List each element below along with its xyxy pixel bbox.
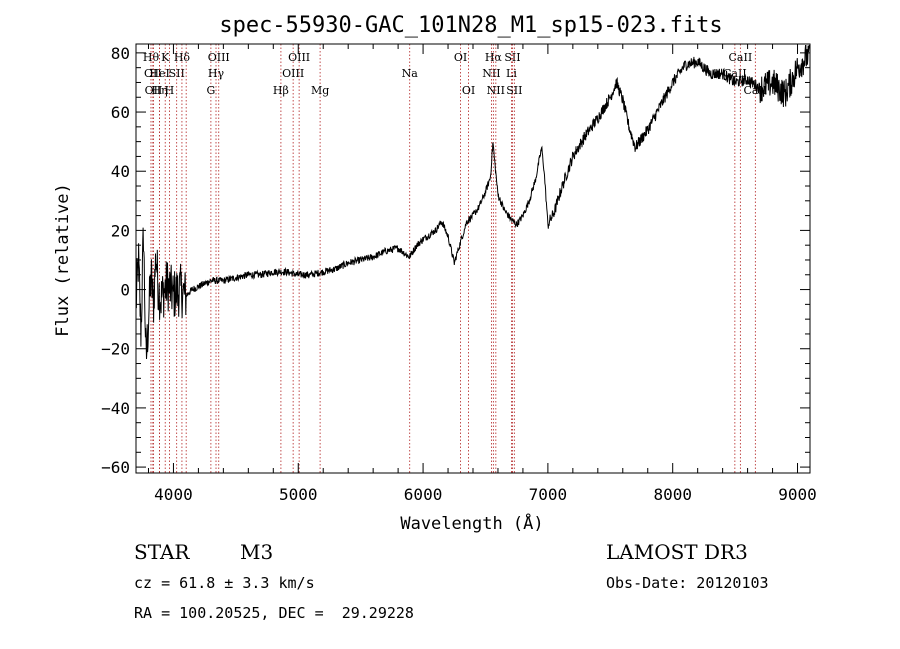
- spectral-line-label-18: OI: [454, 51, 467, 64]
- spectral-line-label-23: SII: [504, 51, 520, 64]
- spectral-line-label-8: Hδ: [174, 51, 191, 64]
- spectral-line-label-22: NII: [487, 84, 505, 97]
- spectral-line-label-17: Na: [402, 67, 419, 80]
- y-tick-label-40: 40: [111, 162, 130, 181]
- x-axis-label: Wavelength (Å): [400, 512, 543, 534]
- redshift-cz: cz = 61.8 ± 3.3 km/s: [134, 574, 315, 592]
- spectral-line-label-24: Li: [506, 67, 517, 80]
- y-axis-label: Flux (relative): [53, 183, 73, 337]
- observation-date: Obs-Date: 20120103: [606, 574, 769, 592]
- spectral-line-label-5: K: [161, 51, 170, 64]
- spectral-line-label-1: OII: [144, 67, 162, 80]
- y-tick-label--60: −60: [101, 458, 130, 477]
- chart-title: spec-55930-GAC_101N28_M1_sp15-023.fits: [219, 13, 722, 38]
- spectral-line-label-15: OIII: [288, 51, 310, 64]
- x-tick-label-6000: 6000: [404, 485, 443, 504]
- spectral-line-markers: HθOIIOIIHeIHηKHSIIHδGHγOIIIHβOIIIOIIIMgN…: [143, 44, 767, 473]
- axes: [135, 43, 811, 474]
- spectral-line-label-16: Mg: [311, 84, 329, 97]
- spectral-line-label-19: OI: [462, 84, 475, 97]
- spectrum-series: [135, 45, 811, 360]
- spectral-line-label-4: Hη: [151, 84, 167, 97]
- x-tick-label-9000: 9000: [778, 485, 817, 504]
- spectral-line-label-25: SII: [506, 84, 522, 97]
- spectral-line-label-10: G: [206, 84, 215, 97]
- spectral-line-label-27: CaII: [729, 51, 753, 64]
- y-tick-label-60: 60: [111, 103, 130, 122]
- y-tick-label-20: 20: [111, 221, 130, 240]
- y-tick-label--40: −40: [101, 399, 130, 418]
- spectral-line-label-14: OIII: [282, 67, 304, 80]
- spectral-line-label-0: Hθ: [143, 51, 160, 64]
- spectral-line-label-6: H: [165, 84, 175, 97]
- spectral-line-label-21: Hα: [485, 51, 503, 64]
- spectral-line-label-2: OII: [145, 84, 163, 97]
- x-tick-label-8000: 8000: [653, 485, 692, 504]
- spectral-line-label-11: Hγ: [208, 67, 225, 80]
- tick-labels: 4000 5000 6000 7000 8000 9000 −60 −40 −20 0 20 40 60…: [101, 44, 817, 504]
- y-tick-label-0: 0: [120, 281, 130, 300]
- x-tick-label-7000: 7000: [529, 485, 568, 504]
- x-tick-label-4000: 4000: [154, 485, 193, 504]
- plot-frame: [135, 43, 811, 474]
- spectral-line-label-13: Hβ: [273, 84, 289, 97]
- spectral-line-label-20: NII: [482, 67, 500, 80]
- spectrum-line: [135, 45, 811, 360]
- survey-label: LAMOST DR3: [606, 540, 748, 564]
- y-tick-label-80: 80: [111, 44, 130, 63]
- object-class: STAR: [134, 540, 190, 564]
- y-tick-label--20: −20: [101, 340, 130, 359]
- spectral-line-label-7: SII: [169, 67, 185, 80]
- spectral-line-label-12: OIII: [208, 51, 230, 64]
- x-tick-label-5000: 5000: [279, 485, 318, 504]
- ra-dec-coordinates: RA = 100.20525, DEC = 29.29228: [134, 604, 414, 622]
- object-subclass: M3: [240, 540, 274, 564]
